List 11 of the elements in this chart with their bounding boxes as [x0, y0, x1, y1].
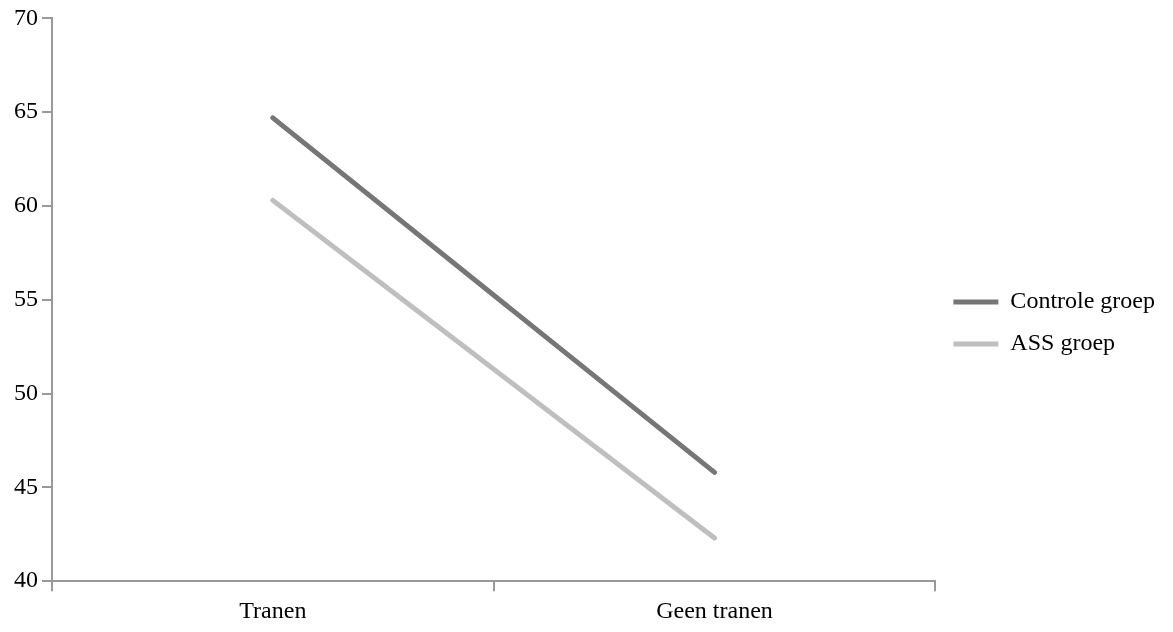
y-tick-label: 65 — [14, 97, 38, 124]
y-tick-label: 40 — [14, 566, 38, 593]
y-tick-label: 70 — [14, 3, 38, 30]
y-tick-label: 55 — [14, 285, 38, 312]
y-tick-label: 50 — [14, 378, 38, 405]
y-tick-label: 60 — [14, 191, 38, 218]
legend-label: ASS groep — [1010, 329, 1116, 356]
x-tick-label: Tranen — [239, 596, 307, 623]
y-tick-label: 45 — [14, 472, 38, 499]
legend-label: Controle groep — [1010, 287, 1156, 314]
x-tick-label: Geen tranen — [656, 596, 773, 623]
